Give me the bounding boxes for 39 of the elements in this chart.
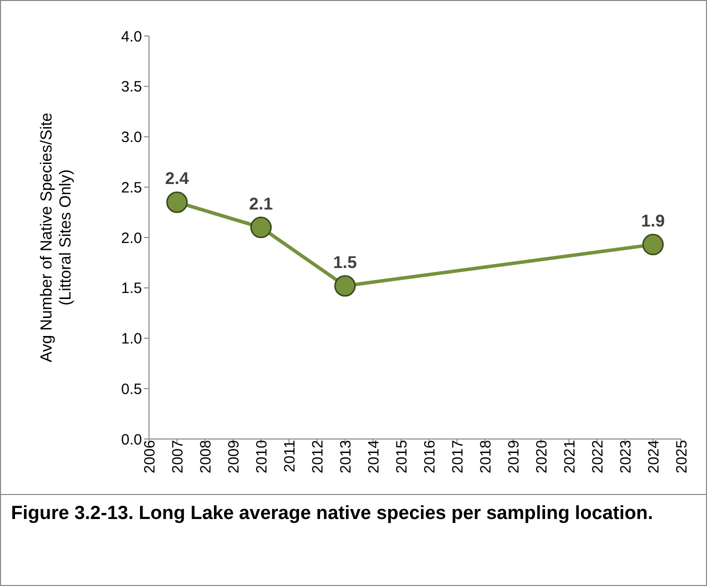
point xyxy=(642,234,664,256)
y-tick-label: 1.0 xyxy=(121,330,142,348)
data-label: 1.9 xyxy=(641,212,665,231)
x-tick-label: 2023 xyxy=(618,440,635,474)
x-tick-label: 2019 xyxy=(506,440,523,474)
y-tick-label: 0.0 xyxy=(121,431,142,448)
x-tick-label: 2016 xyxy=(422,440,439,474)
y-axis-title: Avg Number of Native Species/Site (Littoral Sites Only) xyxy=(38,112,74,362)
point xyxy=(334,275,356,297)
x-tick-label: 2024 xyxy=(646,440,663,474)
point xyxy=(250,216,272,238)
x-tick-label: 2021 xyxy=(562,440,579,474)
x-tick-label: 2018 xyxy=(478,440,495,474)
x-tick-label: 2009 xyxy=(226,440,243,474)
y-tick-label: 3.5 xyxy=(121,78,142,96)
x-tick-label: 2015 xyxy=(394,440,411,474)
x-tick-label: 2008 xyxy=(198,440,215,474)
x-tick-label: 2013 xyxy=(338,440,355,474)
y-tick-label: 2.5 xyxy=(121,179,142,196)
x-tick-label: 2020 xyxy=(534,440,551,474)
y-tick-label: 1.5 xyxy=(121,280,142,298)
x-tick-label: 2011 xyxy=(282,440,299,472)
data-label: 2.4 xyxy=(165,169,190,188)
x-tick-label: 2006 xyxy=(142,440,159,474)
y-tick-label: 2.0 xyxy=(121,230,142,247)
x-tick-label: 2007 xyxy=(170,440,187,474)
y-tick-label: 4.0 xyxy=(121,28,142,46)
point xyxy=(166,191,188,213)
x-tick-label: 2010 xyxy=(254,440,271,474)
x-tick-label: 2022 xyxy=(590,440,607,474)
x-tick-label: 2014 xyxy=(366,440,383,474)
data-label: 2.1 xyxy=(249,194,273,214)
x-tick-label: 2017 xyxy=(450,440,467,474)
text: Figure 3.2-13. Long Lake average native species per sampling location. xyxy=(1,494,706,585)
x-tick-label: 2025 xyxy=(674,440,691,474)
y-tick-label: 3.0 xyxy=(121,129,142,146)
y-tick-label: 0.5 xyxy=(121,380,142,398)
x-tick-label: 2012 xyxy=(310,440,327,474)
data-label: 1.5 xyxy=(333,252,357,272)
